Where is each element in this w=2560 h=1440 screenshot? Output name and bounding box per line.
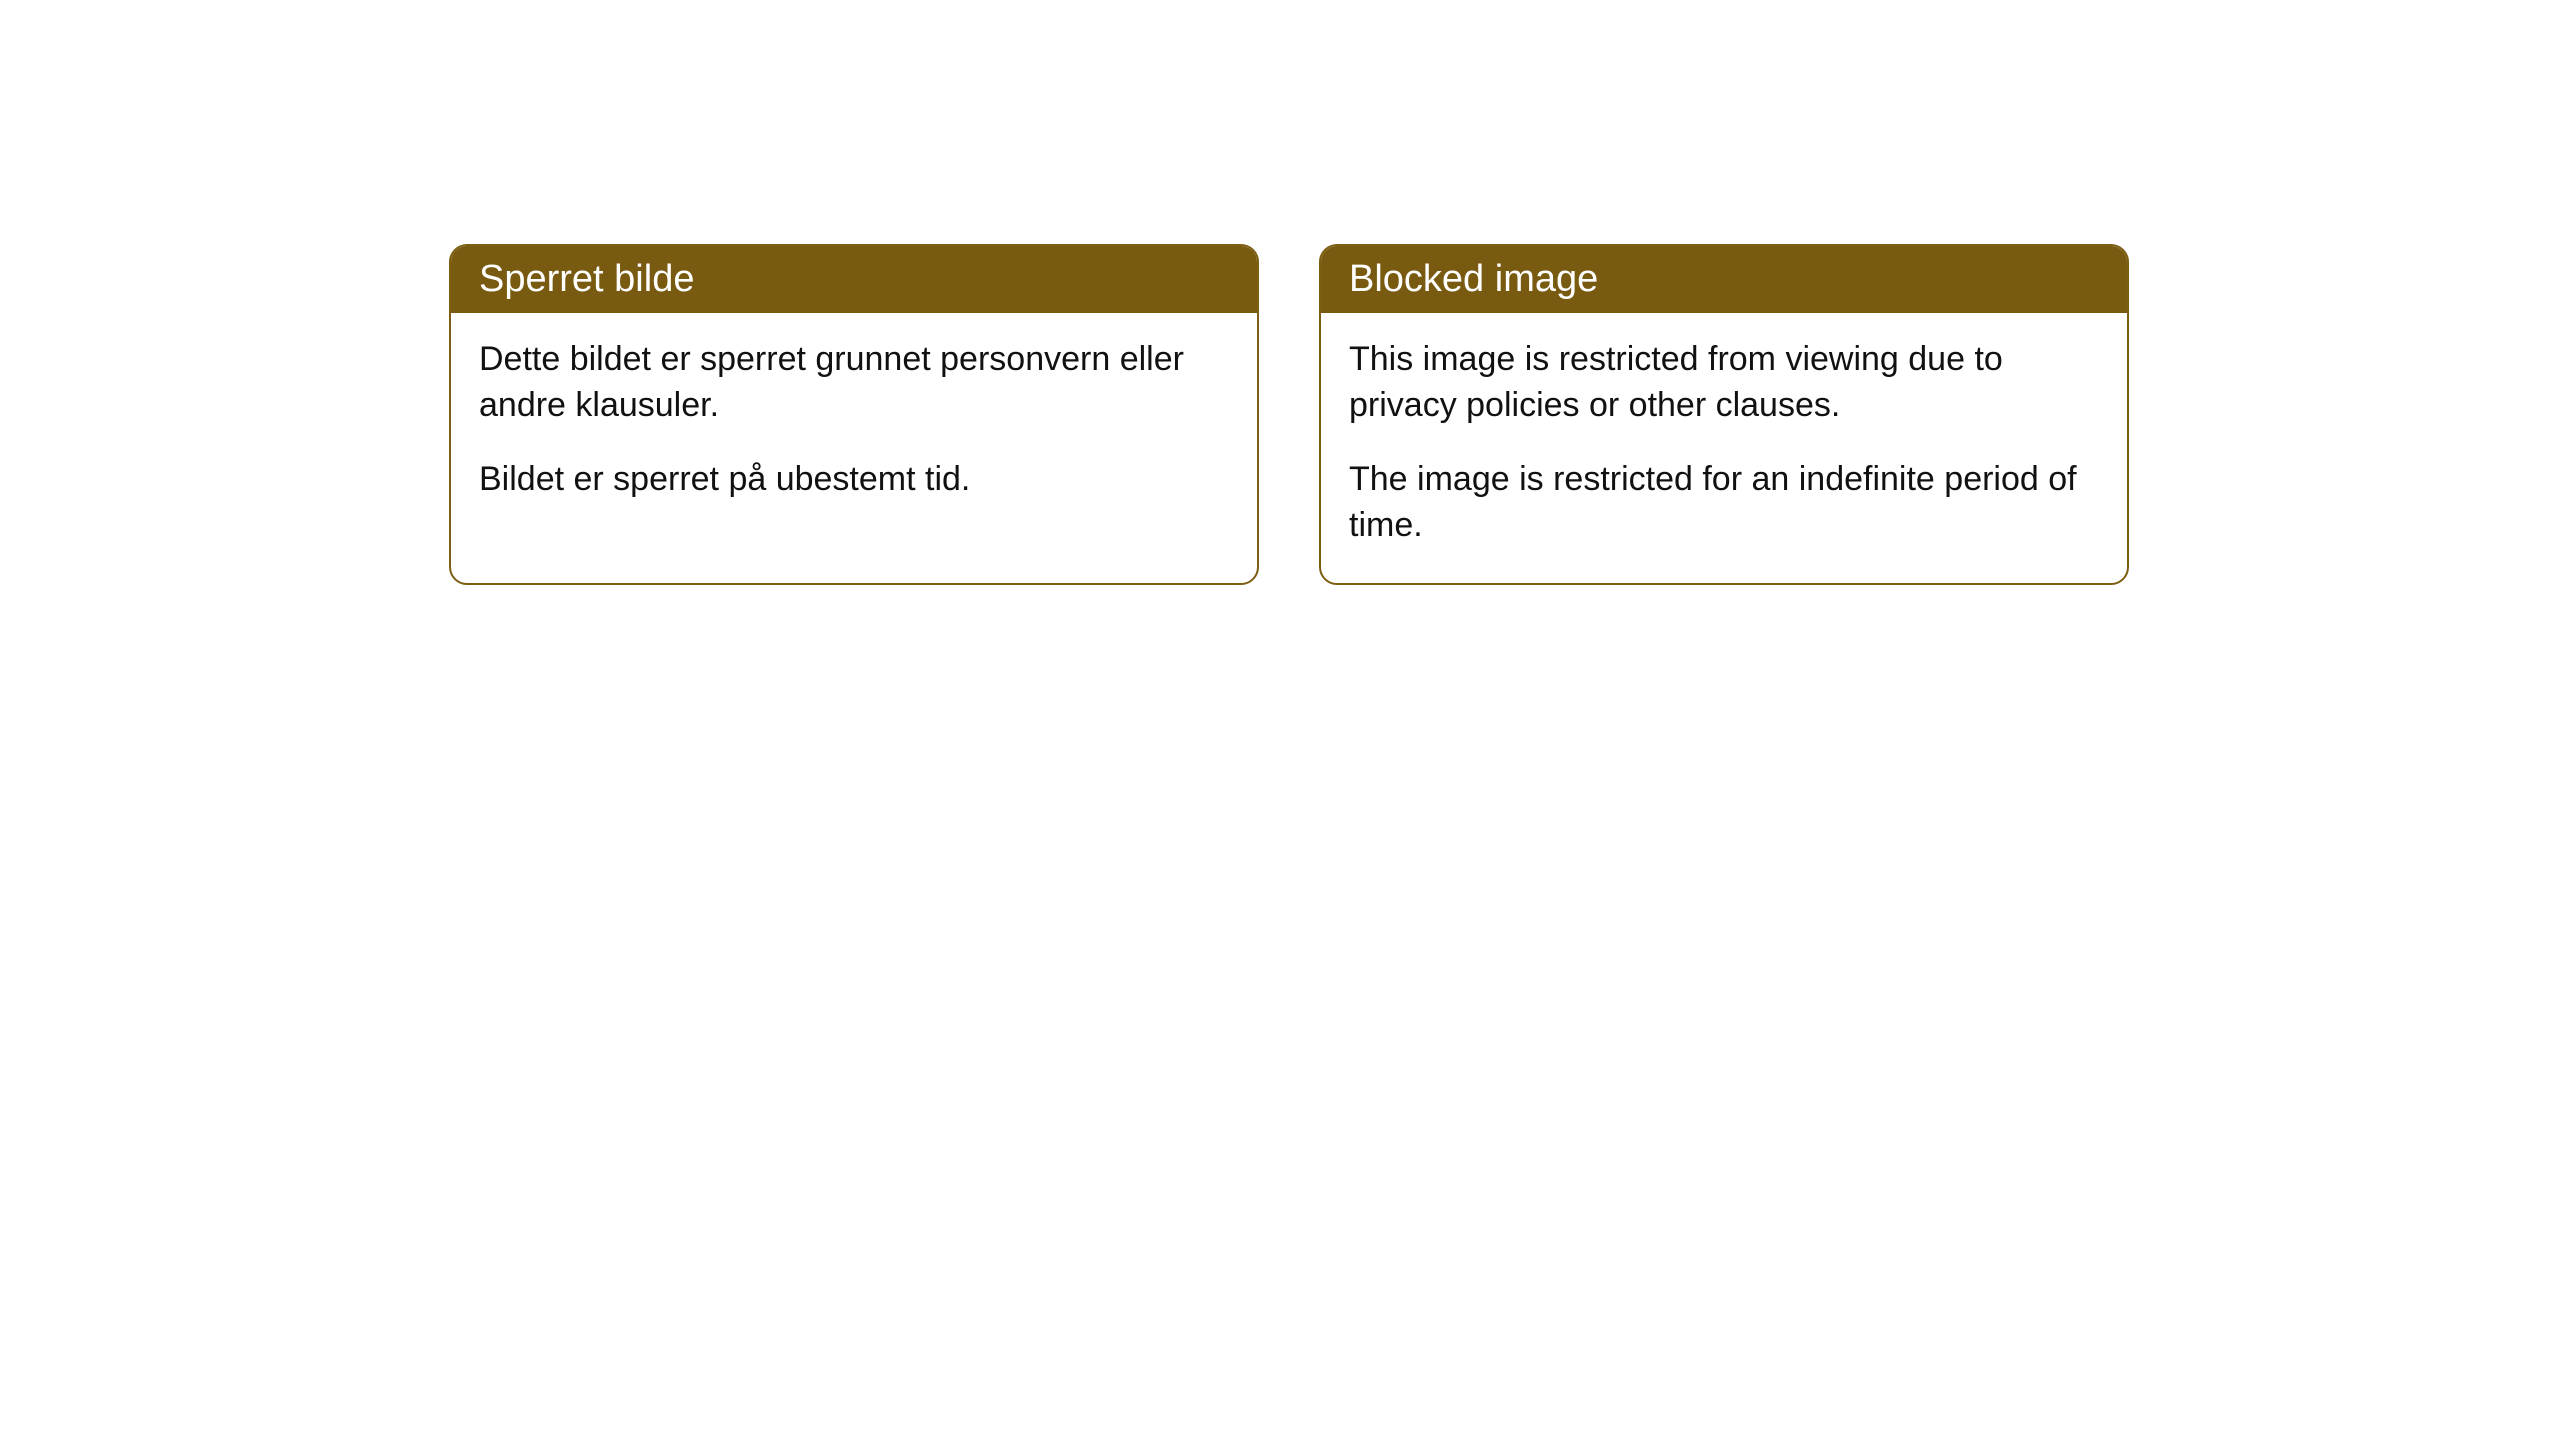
card-header-english: Blocked image: [1321, 246, 2127, 313]
card-body-english: This image is restricted from viewing du…: [1321, 313, 2127, 583]
card-paragraph-english-2: The image is restricted for an indefinit…: [1349, 457, 2099, 549]
card-paragraph-english-1: This image is restricted from viewing du…: [1349, 337, 2099, 429]
card-body-norwegian: Dette bildet er sperret grunnet personve…: [451, 313, 1257, 537]
card-title-english: Blocked image: [1349, 258, 1598, 300]
cards-container: Sperret bilde Dette bildet er sperret gr…: [449, 244, 2129, 585]
card-paragraph-norwegian-1: Dette bildet er sperret grunnet personve…: [479, 337, 1229, 429]
blocked-image-card-norwegian: Sperret bilde Dette bildet er sperret gr…: [449, 244, 1259, 585]
card-header-norwegian: Sperret bilde: [451, 246, 1257, 313]
card-paragraph-norwegian-2: Bildet er sperret på ubestemt tid.: [479, 457, 1229, 503]
card-title-norwegian: Sperret bilde: [479, 258, 694, 300]
blocked-image-card-english: Blocked image This image is restricted f…: [1319, 244, 2129, 585]
